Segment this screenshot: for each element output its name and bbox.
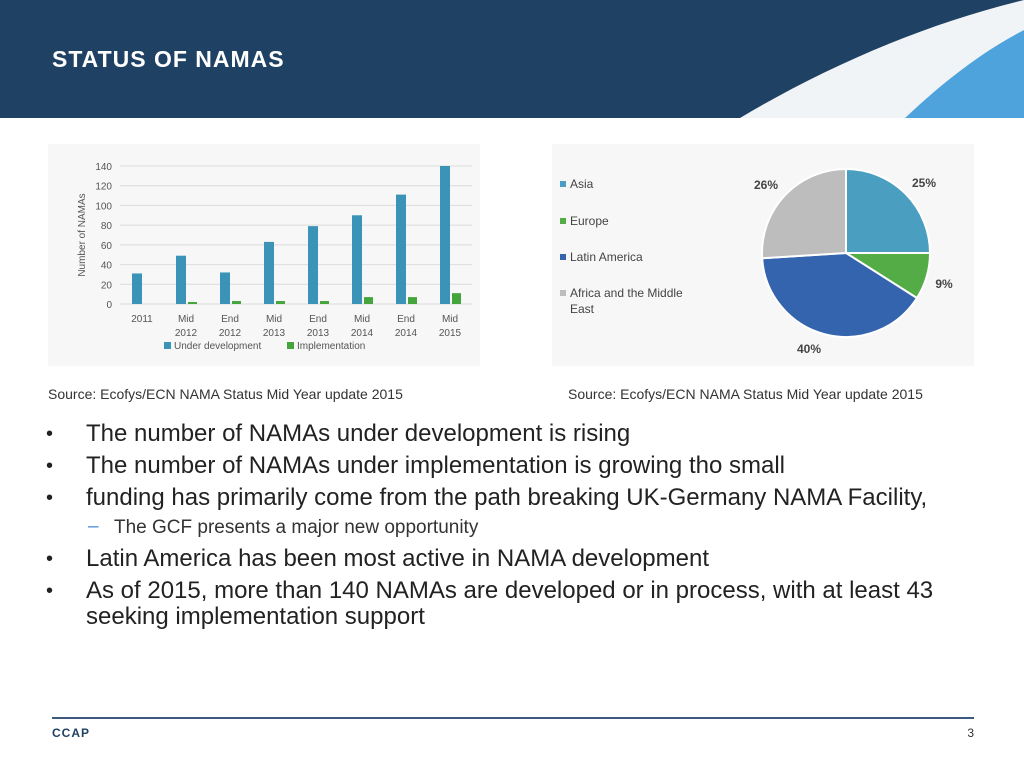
bullet-text: The number of NAMAs under implementation… bbox=[86, 452, 785, 479]
bar-under-development bbox=[308, 226, 318, 304]
bullet-dot-icon: • bbox=[46, 423, 54, 445]
bar-chart-source: Source: Ecofys/ECN NAMA Status Mid Year … bbox=[48, 386, 403, 402]
pie-legend-swatch bbox=[560, 218, 566, 224]
bar-under-development bbox=[132, 273, 142, 304]
bar-implementation bbox=[364, 297, 373, 304]
bar-chart: 0 20 40 60 80 100 120 140 Number of NAMAs 2011 Mid… bbox=[48, 144, 480, 366]
pie-legend-swatch bbox=[560, 290, 566, 296]
bar-x-tick-label: End bbox=[397, 314, 415, 325]
bar-x-tick-label: 2012 bbox=[175, 328, 198, 339]
pie-legend-swatch bbox=[560, 254, 566, 260]
bullet-dash-icon: – bbox=[88, 516, 99, 537]
pie-legend-label: Latin America bbox=[570, 250, 643, 264]
bar-implementation bbox=[452, 293, 461, 304]
bar-under-development bbox=[176, 255, 186, 304]
slide-title: STATUS OF NAMAS bbox=[52, 46, 285, 72]
bar-implementation bbox=[188, 302, 197, 304]
footer-divider bbox=[52, 717, 974, 719]
bar-implementation bbox=[232, 301, 241, 304]
bar-x-tick-label: Mid bbox=[178, 314, 194, 325]
bullet-text: As of 2015, more than 140 NAMAs are deve… bbox=[86, 577, 934, 630]
bullet-dot-icon: • bbox=[46, 487, 54, 509]
header-banner: STATUS OF NAMAS bbox=[0, 0, 1024, 118]
pie-percent-label: 25% bbox=[912, 176, 936, 190]
bar-y-tick-label: 0 bbox=[106, 300, 112, 311]
bar-x-tick-label: 2014 bbox=[395, 328, 418, 339]
bar-y-tick-label: 80 bbox=[101, 221, 113, 232]
pie-chart-source: Source: Ecofys/ECN NAMA Status Mid Year … bbox=[568, 386, 923, 402]
bullet-item: • The number of NAMAs under development i… bbox=[44, 421, 964, 447]
pie-chart-svg: 25% 9% 40% 26% Asia Europe Latin America Africa… bbox=[560, 167, 953, 356]
bar-under-development bbox=[264, 241, 274, 304]
sub-bullet-text: The GCF presents a major new opportunity bbox=[114, 517, 479, 538]
bullet-text: Latin America has been most active in NA… bbox=[86, 545, 709, 572]
bullet-dot-icon: • bbox=[46, 455, 54, 477]
bullet-item: • Latin America has been most active in N… bbox=[44, 546, 964, 572]
bar-x-tick-label: 2013 bbox=[307, 328, 330, 339]
bar-y-tick-label: 100 bbox=[95, 201, 112, 212]
pie-percent-label: 9% bbox=[935, 277, 953, 291]
bar-x-tick-label: Mid bbox=[442, 314, 458, 325]
pie-slice bbox=[761, 167, 847, 260]
bar-x-tick-label: End bbox=[221, 314, 239, 325]
bullet-item: • The number of NAMAs under implementatio… bbox=[44, 453, 964, 479]
bar-under-development bbox=[440, 166, 450, 304]
bar-x-tick-label: End bbox=[309, 314, 327, 325]
bullet-list: • The number of NAMAs under development i… bbox=[44, 421, 964, 636]
bar-legend-label: Under development bbox=[174, 341, 261, 352]
bar-legend-swatch bbox=[164, 342, 171, 349]
pie-legend-label: East bbox=[570, 302, 595, 316]
header-swoosh bbox=[740, 0, 1024, 118]
bar-chart-svg: 0 20 40 60 80 100 120 140 Number of NAMAs 2011 Mid… bbox=[77, 162, 472, 352]
sub-bullet-item: – The GCF presents a major new opportunit… bbox=[44, 516, 964, 539]
bullet-item: • As of 2015, more than 140 NAMAs are dev… bbox=[44, 578, 964, 630]
bar-x-tick-label: 2014 bbox=[351, 328, 374, 339]
pie-chart: 25% 9% 40% 26% Asia Europe Latin America Africa… bbox=[552, 144, 974, 366]
bar-x-tick-label: Mid bbox=[266, 314, 282, 325]
bar-x-tick-label: 2011 bbox=[131, 314, 153, 325]
page-number: 3 bbox=[967, 726, 974, 740]
bullet-dot-icon: • bbox=[46, 548, 54, 570]
bullet-text: funding has primarily come from the path… bbox=[86, 484, 928, 511]
bar-y-axis-label: Number of NAMAs bbox=[77, 193, 88, 276]
bar-y-tick-label: 20 bbox=[101, 280, 113, 291]
bar-y-tick-label: 40 bbox=[101, 261, 113, 272]
bullet-item: • funding has primarily come from the pat… bbox=[44, 485, 964, 511]
pie-slice bbox=[845, 167, 932, 254]
pie-percent-label: 40% bbox=[797, 342, 821, 356]
bar-y-tick-label: 60 bbox=[101, 241, 113, 252]
pie-slice bbox=[761, 251, 919, 338]
bullet-text: The number of NAMAs under development is… bbox=[86, 420, 631, 447]
pie-legend-swatch bbox=[560, 181, 566, 187]
bar-implementation bbox=[320, 301, 329, 304]
bar-x-tick-label: 2015 bbox=[439, 328, 462, 339]
pie-legend-label: Africa and the Middle bbox=[570, 286, 683, 300]
bar-legend-label: Implementation bbox=[297, 341, 365, 352]
bar-under-development bbox=[220, 272, 230, 304]
bullet-dot-icon: • bbox=[46, 580, 54, 602]
bar-implementation bbox=[276, 301, 285, 304]
bar-legend-swatch bbox=[287, 342, 294, 349]
bar-x-tick-label: Mid bbox=[354, 314, 370, 325]
bar-x-tick-label: 2013 bbox=[263, 328, 286, 339]
bar-implementation bbox=[408, 297, 417, 304]
bar-y-tick-label: 120 bbox=[95, 182, 112, 193]
bar-under-development bbox=[352, 215, 362, 304]
pie-percent-label: 26% bbox=[754, 178, 778, 192]
bar-x-tick-label: 2012 bbox=[219, 328, 242, 339]
pie-legend-label: Asia bbox=[570, 177, 594, 191]
footer-org: CCAP bbox=[52, 726, 91, 740]
pie-legend-label: Europe bbox=[570, 214, 609, 228]
bar-y-tick-label: 140 bbox=[95, 162, 112, 173]
bar-under-development bbox=[396, 194, 406, 304]
